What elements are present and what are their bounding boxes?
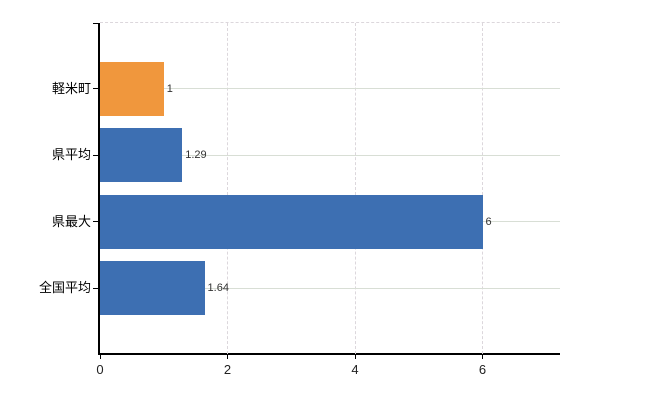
row-gridline [100,88,560,89]
bar-value-label: 1.29 [185,149,207,161]
bar [100,128,183,182]
bar [100,261,205,315]
bar [100,194,483,249]
x-tick [354,353,356,359]
bar-value-label: 1.64 [207,282,229,294]
x-tick-label: 4 [351,362,359,377]
x-gridline [354,23,356,354]
y-tick [93,88,100,89]
y-tick [93,154,100,156]
y-axis-top-tick [93,22,100,24]
x-axis-line [98,353,560,355]
row-gridline [100,287,560,289]
x-tick-label: 2 [223,362,232,377]
row-gridline [100,154,560,156]
bar-value-label: 6 [485,215,492,228]
x-tick [99,353,101,359]
y-axis-line [98,23,100,354]
y-tick [93,287,100,289]
category-label: 軽米町 [51,80,91,96]
x-tick-label: 6 [478,362,487,377]
x-tick [482,353,483,359]
category-label: 全国平均 [38,280,91,295]
x-tick [227,353,228,359]
plot-top-border [100,22,560,23]
x-gridline [482,23,483,354]
x-gridline [227,23,228,354]
bar [100,61,164,116]
category-label: 県平均 [51,147,91,162]
bar-value-label: 1 [166,82,173,95]
category-label: 県最大 [51,213,91,229]
y-tick [93,221,100,222]
x-tick-label: 0 [96,362,104,377]
